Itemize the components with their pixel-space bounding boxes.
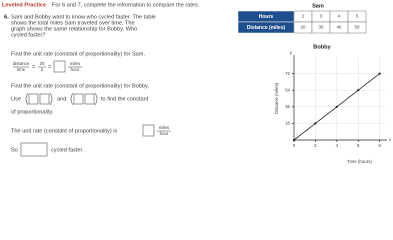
x-tick-label: 8 [378, 143, 381, 148]
and-word: and [57, 96, 66, 102]
x-axis-letter: x [389, 137, 392, 142]
answer-box[interactable] [20, 142, 48, 157]
table-value: 40 [337, 25, 342, 30]
table-cell [347, 21, 367, 34]
data-point [314, 122, 317, 125]
table-value: 30 [319, 25, 324, 30]
unit-denominator: hour [160, 131, 169, 136]
worksheet: Leveled Practice For 6 and 7, complete t… [2, 2, 392, 164]
graph: 18 36 54 72 0 2 4 6 8 y x Distance (miles) Time (hou… [274, 50, 392, 164]
fraction-numerator: distance [13, 61, 30, 66]
problem-number: 6. [4, 14, 9, 20]
parenthesis [25, 92, 29, 106]
header-instruction: For 6 and 7, complete the information to… [52, 2, 200, 8]
problem-line: shows the total miles Sam traveled over … [11, 20, 135, 26]
problem-line: cycled faster? [11, 32, 46, 38]
table-value: 3 [320, 14, 323, 19]
table-header: Distance (miles) [247, 25, 286, 31]
unit-denominator: hour [71, 67, 80, 72]
table-header: Hours [259, 14, 274, 20]
table-value: 20 [301, 25, 306, 30]
answer-box[interactable] [142, 124, 155, 137]
y-tick-label: 36 [285, 104, 290, 109]
parenthesis [94, 92, 98, 106]
page: {"header": {"label": "Leveled Practice",… [2, 2, 392, 165]
table-value: 4 [338, 14, 341, 19]
conclusion-text: cycled faster. [51, 147, 84, 153]
bobby-prompt: Find the unit rate (constant of proporti… [11, 83, 149, 89]
answer-box[interactable] [84, 93, 95, 105]
fraction-denominator: time [17, 67, 26, 72]
instruction-text: of proportionality. [11, 109, 54, 115]
data-point [292, 138, 296, 142]
x-tick-label: 4 [336, 143, 339, 148]
equals: = [32, 64, 35, 70]
parenthesis [49, 92, 53, 106]
answer-box[interactable] [39, 93, 50, 105]
unit-numerator: miles [159, 125, 170, 130]
x-axis-label: Time (hours) [347, 159, 372, 164]
table-value: 5 [356, 14, 359, 19]
x-tick-label: 6 [357, 143, 360, 148]
table-value: 2 [302, 14, 305, 19]
parenthesis [70, 92, 74, 106]
instruction-text: to find the constant [101, 96, 149, 102]
use-word: Use [11, 96, 21, 102]
problem-line: graph shows the same relationship for Bo… [11, 26, 137, 32]
y-tick-label: 72 [285, 71, 290, 76]
table: Hours 2 3 4 5 Distance (miles) 20 30 40 50 [237, 10, 367, 34]
graph-title: Bobby [313, 44, 331, 50]
data-point [357, 89, 360, 92]
fraction-numerator: 20 [40, 61, 45, 66]
answer-box[interactable] [28, 93, 39, 105]
table-title: Sam [312, 3, 324, 9]
equals: = [48, 64, 51, 70]
answer-box[interactable] [53, 60, 66, 73]
data-point [378, 72, 381, 75]
header-label: Leveled Practice [2, 2, 46, 8]
data-point [335, 105, 338, 108]
sam-prompt: Find the unit rate (constant of proporti… [11, 51, 145, 57]
y-axis-label: Distance (miles) [274, 82, 279, 114]
so-word: So [11, 147, 18, 153]
unit-numerator: miles [70, 61, 81, 66]
x-tick-label: 0 [293, 143, 296, 148]
rate-text: The unit rate (constant of proportionali… [11, 128, 118, 134]
table-value: 50 [355, 25, 360, 30]
y-axis-letter: y [290, 50, 293, 55]
fraction-denominator: 2 [41, 67, 44, 72]
answer-box[interactable] [73, 93, 84, 105]
y-tick-label: 18 [285, 121, 290, 126]
problem-line: Sam and Bobby want to know who cycled fa… [11, 14, 156, 20]
x-tick-label: 2 [314, 143, 317, 148]
y-tick-label: 54 [285, 87, 290, 92]
